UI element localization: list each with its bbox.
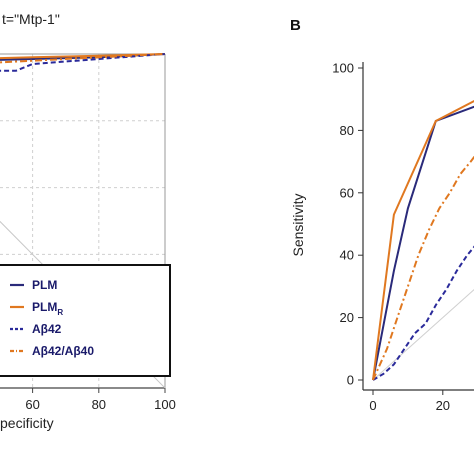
y-tick-label: 20 — [340, 310, 354, 325]
panel-b-series-line-1 — [372, 99, 474, 381]
legend-label: PLMR — [32, 300, 63, 317]
panel-b-x-ticks: 0 20 — [369, 390, 450, 413]
y-tick-label: 80 — [340, 123, 354, 138]
legend-label: Aβ42/Aβ40 — [32, 344, 94, 358]
y-tick-label: 100 — [332, 61, 354, 76]
panel-b-plot-area — [362, 62, 474, 391]
panel-a: t="Mtp-1" 60 80 100 pecificity PLM PLMR Aβ42… — [0, 11, 176, 431]
y-tick-label: 60 — [340, 185, 354, 200]
panel-a-legend: PLM PLMR Aβ42 Aβ42/Aβ40 — [0, 264, 171, 377]
legend-subscript: R — [57, 308, 63, 317]
panel-a-series-line-1 — [0, 53, 166, 60]
panel-a-series-line-3 — [0, 53, 166, 64]
x-tick-label: 80 — [92, 397, 106, 412]
panel-b-y-ticks: 0 20 40 60 80 100 — [332, 61, 363, 388]
panel-b: B 0 20 40 60 80 100 0 20 Sensitivity — [290, 17, 474, 413]
legend-label: Aβ42 — [32, 322, 62, 336]
panel-a-title: t="Mtp-1" — [2, 11, 60, 27]
legend-label: PLM — [32, 278, 57, 292]
x-tick-label: 100 — [154, 397, 176, 412]
legend-box — [0, 264, 171, 377]
panel-b-y-axis-label: Sensitivity — [290, 193, 306, 256]
panel-a-x-axis-label: pecificity — [0, 415, 54, 431]
panel-b-series-line-2 — [372, 245, 474, 381]
panel-b-series-line-3 — [372, 155, 474, 381]
x-tick-label: 20 — [436, 398, 450, 413]
x-tick-label: 0 — [369, 398, 376, 413]
panel-b-letter: B — [290, 17, 301, 34]
panel-a-series-line-2 — [0, 53, 166, 72]
y-tick-label: 40 — [340, 248, 354, 263]
x-tick-label: 60 — [25, 397, 39, 412]
panel-b-series-line-0 — [372, 105, 474, 381]
y-tick-label: 0 — [347, 373, 354, 388]
panel-a-x-ticks: 60 80 100 — [25, 388, 176, 412]
panel-b-reference-line — [372, 289, 474, 381]
